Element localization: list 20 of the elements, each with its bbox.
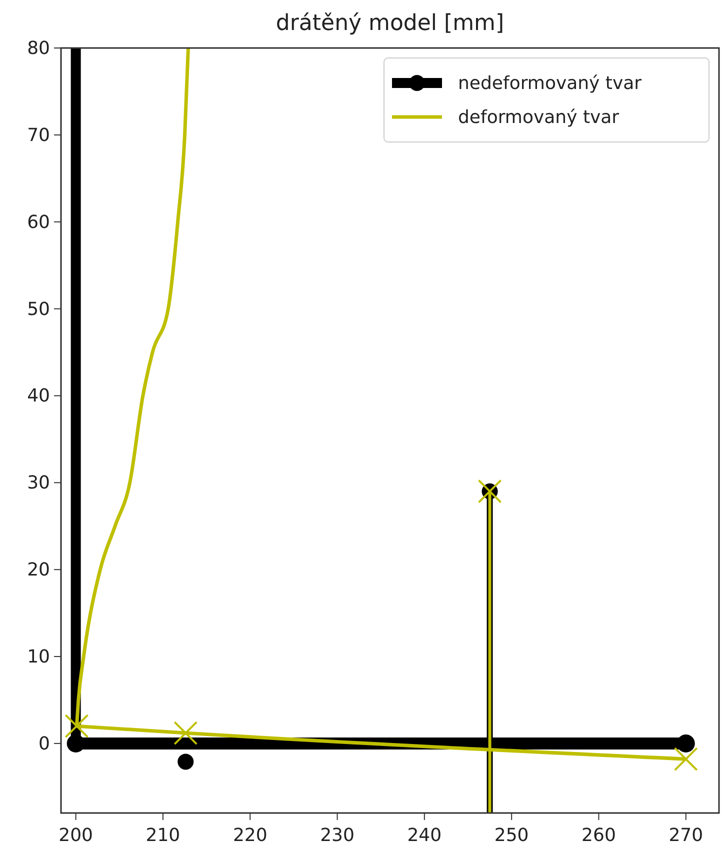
- y-tick-label: 10: [27, 646, 50, 668]
- x-tick-label: 240: [407, 825, 442, 846]
- y-tick-label: 30: [27, 472, 50, 494]
- x-tick-label: 250: [494, 825, 529, 846]
- x-tick-label: 270: [668, 825, 704, 846]
- y-tick-label: 80: [27, 38, 50, 59]
- x-tick-label: 230: [320, 825, 354, 846]
- legend-label: nedeformovaný tvar: [458, 73, 642, 94]
- y-tick-label: 70: [27, 124, 50, 146]
- chart-title: drátěný model [mm]: [276, 11, 504, 36]
- y-tick-label: 50: [27, 298, 50, 320]
- x-tick-label: 200: [58, 825, 93, 846]
- legend-label: deformovaný tvar: [458, 107, 620, 128]
- x-tick-label: 260: [582, 825, 616, 846]
- y-tick-label: 0: [38, 733, 50, 754]
- x-tick-label: 210: [146, 825, 180, 846]
- x-tick-label: 220: [232, 825, 268, 846]
- y-tick-label: 40: [27, 386, 50, 407]
- y-tick-label: 20: [27, 560, 50, 581]
- y-tick-label: 60: [27, 212, 50, 233]
